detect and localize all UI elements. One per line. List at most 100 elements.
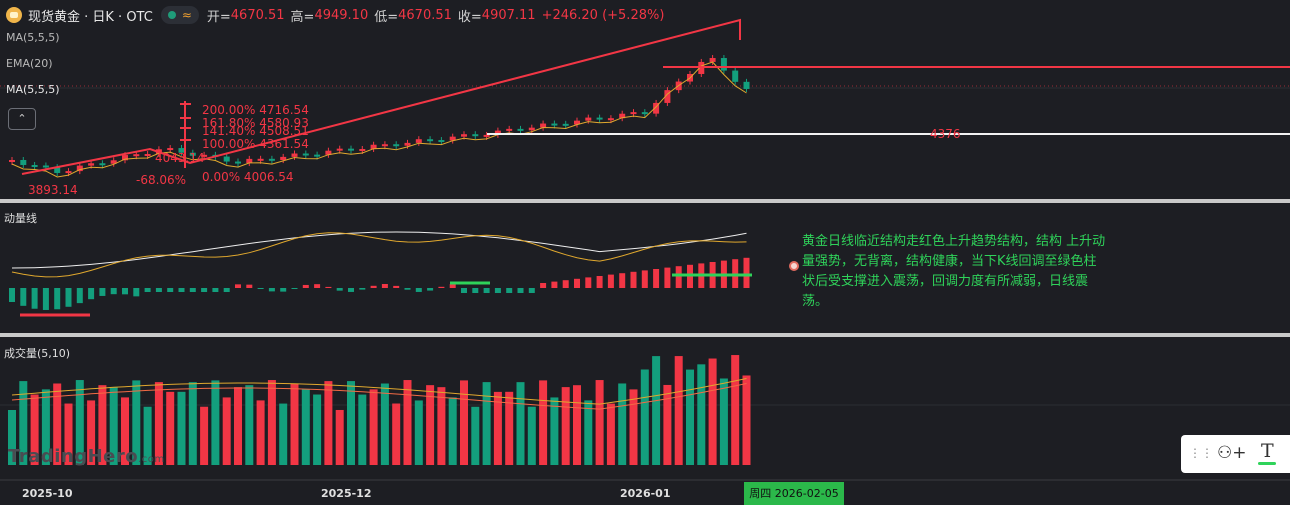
note-anchor-icon[interactable]: [789, 261, 799, 271]
collapse-indicators-button[interactable]: ⌃: [8, 108, 36, 130]
candle-body: [9, 160, 15, 162]
candle-body: [280, 156, 287, 161]
volume-bar: [414, 400, 423, 465]
momentum-bar: [675, 266, 682, 288]
candle-body: [585, 117, 592, 121]
drag-handle-icon[interactable]: ⋮⋮: [1189, 446, 1213, 460]
volume-bar: [460, 380, 468, 465]
wave-icon: ≈: [181, 8, 192, 22]
momentum-bar: [268, 288, 275, 292]
volume-bar: [686, 369, 694, 465]
momentum-bar: [280, 288, 287, 292]
momentum-pane-title[interactable]: 动量线: [4, 212, 37, 225]
momentum-bar: [506, 288, 513, 293]
volume-bar: [471, 406, 480, 465]
candle-body: [404, 142, 411, 146]
candle-body: [449, 136, 456, 141]
support-level-label: 4376: [930, 127, 961, 141]
candle-body: [472, 134, 479, 137]
momentum-bar: [223, 288, 230, 292]
indicator-ema[interactable]: EMA(20): [6, 57, 53, 70]
candle-body: [291, 153, 298, 157]
volume-bar: [154, 382, 163, 465]
volume-bar: [527, 406, 536, 465]
momentum-bar: [325, 286, 332, 288]
momentum-bar: [9, 288, 15, 302]
candle-body: [144, 153, 151, 156]
momentum-bar: [449, 284, 456, 288]
momentum-bar: [348, 288, 354, 292]
volume-pane-title[interactable]: 成交量(5,10): [4, 347, 71, 360]
momentum-bar: [167, 288, 174, 292]
volume-bar: [358, 394, 367, 465]
candle-body: [483, 134, 490, 137]
momentum-bar: [596, 276, 603, 288]
candle-body: [574, 120, 580, 125]
candle-body: [178, 148, 185, 153]
volume-bar: [188, 382, 197, 465]
market-status-pill[interactable]: ≈: [160, 6, 199, 24]
candle-body: [415, 139, 422, 143]
candle-body: [393, 144, 400, 147]
candle-body: [133, 154, 140, 157]
momentum-bar: [155, 288, 162, 292]
candle-body: [76, 165, 83, 172]
candle-body: [246, 158, 253, 164]
indicator-ma-2[interactable]: MA(5,5,5): [6, 83, 60, 96]
volume-bar: [121, 397, 129, 465]
chart-header: 现货黄金 · 日K · OTC ≈ 开= 4670.51 高= 4949.10 低=…: [6, 5, 670, 25]
momentum-bar: [291, 288, 298, 289]
x-axis-label-2025-10: 2025-10: [22, 487, 73, 500]
momentum-bar: [528, 288, 535, 293]
volume-ma-line: [11, 383, 747, 410]
change-value: +246.20 (+5.28%): [541, 7, 665, 23]
candle-body: [709, 58, 716, 62]
volume-bar: [222, 397, 231, 465]
momentum-bar: [76, 288, 83, 304]
symbol-title[interactable]: 现货黄金 · 日K · OTC: [28, 9, 153, 25]
candle-body: [720, 58, 727, 71]
x-axis-label-2026-01: 2026-01: [620, 487, 671, 500]
volume-bar: [618, 383, 627, 465]
open-label: 开=: [206, 9, 231, 25]
text-tool-icon[interactable]: T: [1261, 440, 1274, 462]
volume-bar: [516, 382, 525, 465]
market-open-dot-icon: [167, 11, 176, 19]
volume-bar: [674, 356, 683, 465]
momentum-bar: [517, 288, 524, 293]
momentum-bar: [562, 280, 569, 288]
momentum-bar: [54, 288, 61, 310]
text-tool-active-indicator: [1258, 462, 1276, 465]
volume-bar: [426, 385, 435, 465]
volume-bar: [234, 387, 242, 465]
volume-bar: [64, 403, 73, 465]
indicator-ma-1[interactable]: MA(5,5,5): [6, 31, 60, 44]
candle-body: [20, 160, 27, 165]
volume-bar: [595, 380, 604, 465]
percent-change-label: -68.06%: [136, 173, 187, 187]
momentum-bar: [540, 283, 547, 288]
candle-body: [110, 160, 117, 164]
volume-bar: [279, 403, 288, 465]
momentum-bar: [122, 288, 128, 295]
momentum-bar: [743, 257, 750, 288]
momentum-bar: [607, 274, 614, 288]
volume-bar: [652, 356, 661, 465]
gold-symbol-icon: [6, 7, 22, 23]
candle-body: [31, 164, 38, 167]
add-object-icon[interactable]: ⚇+: [1217, 443, 1247, 463]
momentum-bar: [110, 288, 117, 295]
momentum-bar: [585, 277, 592, 288]
momentum-bar: [393, 285, 400, 288]
volume-bar: [313, 394, 322, 465]
candle-body: [325, 150, 332, 155]
candle-body: [506, 128, 513, 131]
candle-body: [54, 167, 61, 173]
momentum-bar: [99, 288, 106, 296]
candle-body: [235, 161, 241, 164]
analysis-note[interactable]: 黄金日线临近结构走红色上升趋势结构，结构 上升动量强势，无背离，结构健康，当下K…: [802, 234, 1106, 309]
x-axis-label-2025-12: 2025-12: [321, 487, 372, 500]
volume-bar: [30, 394, 39, 465]
drawing-toolbar: ⋮⋮ ⚇+ T: [1181, 435, 1290, 473]
